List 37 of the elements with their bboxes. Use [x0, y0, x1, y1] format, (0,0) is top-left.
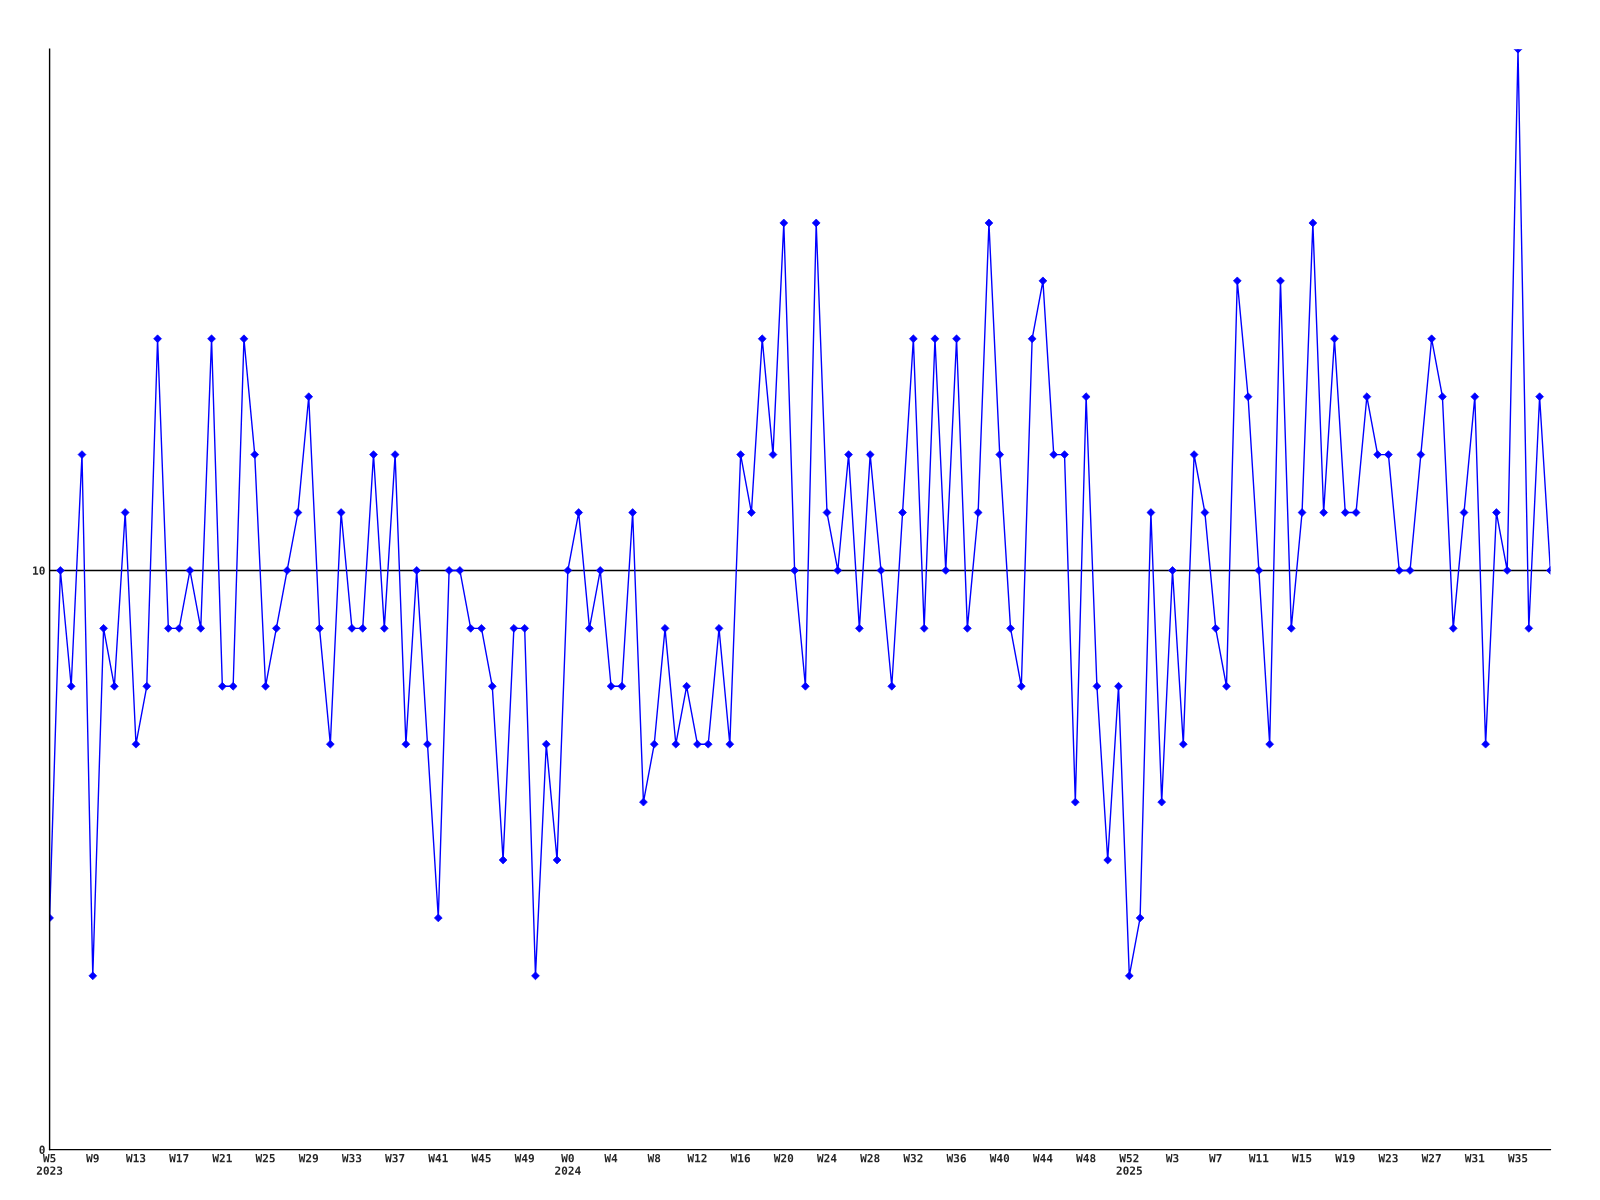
x-tick-label: W36	[946, 1153, 966, 1163]
x-tick-label: W17	[169, 1154, 189, 1163]
x-tick-label: W35	[1507, 1153, 1528, 1163]
x-tick-label: W37	[385, 1153, 405, 1163]
y-tick-label: 0	[39, 1145, 45, 1154]
x-tick-label: W32	[903, 1153, 923, 1163]
x-tick-label: W20	[773, 1153, 794, 1163]
x-tick-label: W24	[816, 1153, 837, 1163]
x-tick-label: W33	[341, 1153, 362, 1163]
x-tick-label: W28	[860, 1153, 880, 1163]
x-tick-label: W11	[1248, 1154, 1269, 1163]
x-tick-label: W8	[647, 1153, 661, 1163]
x-tick-label: W9	[86, 1154, 99, 1163]
x-tick-label: W44	[1032, 1154, 1053, 1163]
x-tick-label: W25	[255, 1153, 275, 1163]
x-tick-label: W19	[1335, 1154, 1355, 1163]
x-tick-label: W7	[1209, 1154, 1222, 1163]
x-tick-label: W52 2025	[1116, 1153, 1142, 1175]
x-tick-label: W12	[687, 1153, 707, 1163]
x-tick-label: W40	[989, 1153, 1010, 1163]
x-tick-label: W0 2024	[555, 1153, 581, 1175]
x-tick-label: W41	[428, 1154, 448, 1163]
x-tick-label: W4	[604, 1154, 618, 1163]
x-tick-label: W27	[1421, 1153, 1441, 1163]
x-tick-label: W31	[1464, 1153, 1485, 1163]
x-tick-label: W49	[514, 1154, 534, 1163]
x-tick-label: W5 2023	[36, 1154, 63, 1175]
x-tick-label: W48	[1076, 1153, 1096, 1163]
x-tick-label: W23	[1378, 1153, 1398, 1163]
x-tick-label: W15	[1292, 1154, 1312, 1163]
x-tick-label: W16	[730, 1153, 751, 1163]
x-tick-label: W29	[298, 1153, 319, 1163]
x-tick-label: W3	[1165, 1153, 1179, 1163]
x-tick-label: W45	[471, 1154, 491, 1163]
x-tick-label: W21	[212, 1153, 232, 1163]
y-tick-label: 10	[33, 566, 45, 575]
x-tick-label: W13	[125, 1153, 146, 1163]
